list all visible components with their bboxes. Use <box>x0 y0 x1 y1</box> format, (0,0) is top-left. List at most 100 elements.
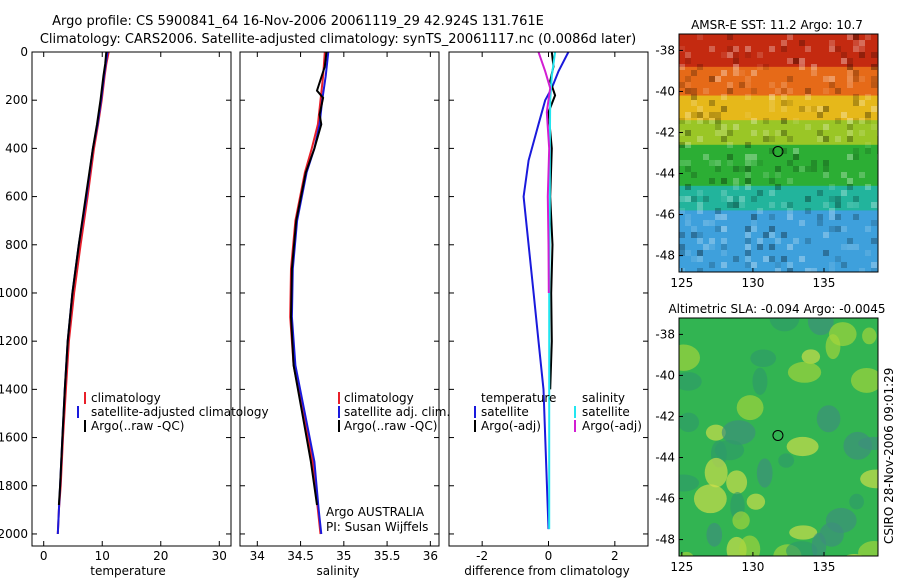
sst-texture-cell <box>865 118 871 124</box>
sst-texture-cell <box>685 250 691 256</box>
sst-texture-cell <box>685 52 691 58</box>
sst-texture-cell <box>769 256 775 262</box>
sst-texture-cell <box>727 34 733 40</box>
sla-blob-20 <box>746 493 766 510</box>
sst-texture-cell <box>871 262 877 268</box>
sst-texture-cell <box>715 118 721 124</box>
legend-label-climatology: climatology <box>91 391 161 405</box>
sst-texture-cell <box>805 46 811 52</box>
salinity-profile-xtick-label-2: 35 <box>336 549 351 563</box>
sst-texture-cell <box>697 106 703 112</box>
sst-texture-cell <box>733 166 739 172</box>
sst-texture-cell <box>811 106 817 112</box>
sst-texture-cell <box>721 52 727 58</box>
sst-texture-cell <box>787 214 793 220</box>
sst-texture-cell <box>769 82 775 88</box>
sst-texture-cell <box>781 130 787 136</box>
sst-texture-cell <box>763 64 769 70</box>
sla-blob-27 <box>786 436 819 457</box>
sst-texture-cell <box>859 40 865 46</box>
sst-texture-cell <box>733 70 739 76</box>
sst-texture-cell <box>847 130 853 136</box>
pi-label: PI: Susan Wijffels <box>326 520 428 534</box>
sla-blob-37 <box>849 493 864 510</box>
sst-texture-cell <box>799 58 805 64</box>
sst-texture-cell <box>853 76 859 82</box>
sla-blob-19 <box>756 458 773 488</box>
sst-band-4 <box>679 144 878 187</box>
sst-texture-cell <box>811 166 817 172</box>
sst-texture-cell <box>859 268 865 272</box>
sst-texture-cell <box>847 184 853 190</box>
sst-texture-cell <box>853 154 859 160</box>
sst-texture-cell <box>859 118 865 124</box>
sst-texture-cell <box>745 52 751 58</box>
sst-texture-cell <box>721 226 727 232</box>
sst-texture-cell <box>691 232 697 238</box>
sst-texture-cell <box>751 214 757 220</box>
sst-texture-cell <box>817 190 823 196</box>
sst-texture-cell <box>685 220 691 226</box>
sst-texture-cell <box>871 202 877 208</box>
sst-band-1 <box>679 66 878 97</box>
sst-texture-cell <box>685 76 691 82</box>
sla-blob-22 <box>769 318 800 332</box>
sst-texture-cell <box>769 148 775 154</box>
sst-texture-cell <box>745 112 751 118</box>
sst-texture-cell <box>847 124 853 130</box>
sla-blob-43 <box>860 469 878 489</box>
sst-texture-cell <box>679 64 685 70</box>
sst-texture-cell <box>703 154 709 160</box>
sst-texture-cell <box>721 190 727 196</box>
sst-texture-cell <box>817 106 823 112</box>
temperature-profile-ytick-label-1: 200 <box>5 93 28 107</box>
sst-texture-cell <box>853 70 859 76</box>
sst-texture-cell <box>787 34 793 40</box>
sst-texture-cell <box>757 160 763 166</box>
sst-texture-cell <box>733 64 739 70</box>
sst-texture-cell <box>703 88 709 94</box>
sst-texture-cell <box>685 58 691 64</box>
sst-texture-cell <box>709 220 715 226</box>
temperature-profile-ytick-label-10: 2000 <box>0 527 28 541</box>
sst-texture-cell <box>733 46 739 52</box>
temperature-profile-ytick-label-8: 1600 <box>0 431 28 445</box>
sst-texture-cell <box>745 160 751 166</box>
sst-texture-cell <box>775 130 781 136</box>
sst-texture-cell <box>781 106 787 112</box>
legend-label-temp-satellite: satellite <box>481 405 529 419</box>
sst-texture-cell <box>727 46 733 52</box>
sst-texture-cell <box>829 208 835 214</box>
sst-texture-cell <box>697 118 703 124</box>
salinity-profile-xtick-label-4: 36 <box>423 549 438 563</box>
sst-texture-cell <box>817 112 823 118</box>
sst-texture-cell <box>829 268 835 272</box>
sla-blob-29 <box>786 541 818 556</box>
sst-texture-cell <box>775 184 781 190</box>
sst-texture-cell <box>679 118 685 124</box>
sst-texture-cell <box>829 262 835 268</box>
sst-texture-cell <box>751 262 757 268</box>
sst-texture-cell <box>799 220 805 226</box>
sst-texture-cell <box>781 256 787 262</box>
difference-panel: -2 0 2 difference from climatology tempera… <box>448 51 649 578</box>
sst-texture-cell <box>823 76 829 82</box>
sla-blob-34 <box>811 532 827 556</box>
sst-texture-cell <box>685 214 691 220</box>
sst-texture-cell <box>691 256 697 262</box>
sst-texture-cell <box>709 178 715 184</box>
sst-texture-cell <box>721 106 727 112</box>
sst-texture-cell <box>823 172 829 178</box>
sst-texture-cell <box>781 118 787 124</box>
sst-texture-cell <box>733 202 739 208</box>
sst-texture-cell <box>835 226 841 232</box>
sla-blob-12 <box>726 470 748 495</box>
sla-blob-28 <box>789 525 818 540</box>
sst-texture-cell <box>841 244 847 250</box>
sst-texture-cell <box>781 100 787 106</box>
sst-texture-cell <box>769 94 775 100</box>
sst-texture-cell <box>871 238 877 244</box>
sst-texture-cell <box>745 94 751 100</box>
sst-texture-cell <box>709 76 715 82</box>
sst-texture-cell <box>697 190 703 196</box>
